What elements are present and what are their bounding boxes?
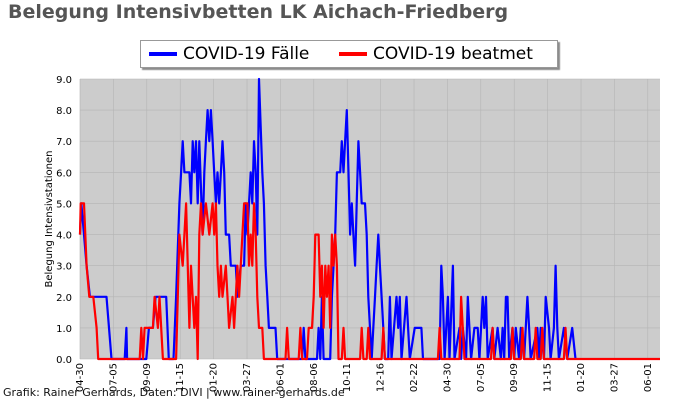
x-tick-label: 09-09 <box>142 363 153 392</box>
legend-item-beatmet: COVID-19 beatmet <box>339 42 533 66</box>
chart-legend: COVID-19 Fälle COVID-19 beatmet <box>140 40 558 68</box>
x-axis-ticks: 04-30 07-05 09-09 11-15 01-20 03-27 06-01 08-06… <box>75 363 654 392</box>
x-tick-label: 04-30 <box>75 363 86 392</box>
legend-label-faelle: COVID-19 Fälle <box>183 44 310 64</box>
y-tick-label: 3.0 <box>56 262 72 273</box>
footer-credit: Grafik: Rainer Gerhards, Daten: DIVI | w… <box>3 386 345 399</box>
legend-swatch-beatmet <box>339 52 367 56</box>
series-line-beatmet <box>78 202 660 361</box>
y-tick-label: 2.0 <box>56 293 72 304</box>
legend-swatch-faelle <box>149 52 177 56</box>
y-axis-label: Belegung Intensivstationen <box>44 150 55 287</box>
x-tick-label: 10-11 <box>342 363 353 392</box>
y-tick-label: 9.0 <box>56 75 72 86</box>
y-tick-label: 6.0 <box>56 168 72 179</box>
chart-title: Belegung Intensivbetten LK Aichach-Fried… <box>8 1 509 23</box>
y-axis-ticks: 0.0 1.0 2.0 3.0 4.0 5.0 6.0 7.0 8.0 9.0 <box>56 75 72 366</box>
x-tick-label: 01-20 <box>576 363 587 392</box>
x-tick-label: 07-05 <box>108 363 119 392</box>
y-tick-label: 4.0 <box>56 231 72 242</box>
x-tick-label: 11-15 <box>175 363 186 392</box>
y-tick-label: 0.0 <box>56 355 72 366</box>
x-tick-label: 07-05 <box>476 363 487 392</box>
y-tick-label: 5.0 <box>56 199 72 210</box>
series-lines <box>78 77 660 361</box>
y-tick-label: 8.0 <box>56 106 72 117</box>
legend-item-faelle: COVID-19 Fälle <box>149 42 309 66</box>
x-tick-label: 06-01 <box>275 363 286 392</box>
x-tick-label: 06-01 <box>643 363 654 392</box>
x-tick-label: 04-30 <box>442 363 453 392</box>
x-tick-label: 01-20 <box>209 363 220 392</box>
x-tick-label: 02-22 <box>409 363 420 392</box>
y-tick-label: 1.0 <box>56 324 72 335</box>
y-tick-label: 7.0 <box>56 137 72 148</box>
x-tick-label: 11-15 <box>543 363 554 392</box>
x-tick-label: 08-06 <box>309 363 320 392</box>
legend-label-beatmet: COVID-19 beatmet <box>373 44 533 64</box>
x-tick-label: 03-27 <box>609 363 620 392</box>
series-line-faelle <box>78 77 577 361</box>
x-tick-label: 03-27 <box>242 363 253 392</box>
x-tick-label: 12-16 <box>376 363 387 392</box>
x-tick-label: 09-09 <box>509 363 520 392</box>
